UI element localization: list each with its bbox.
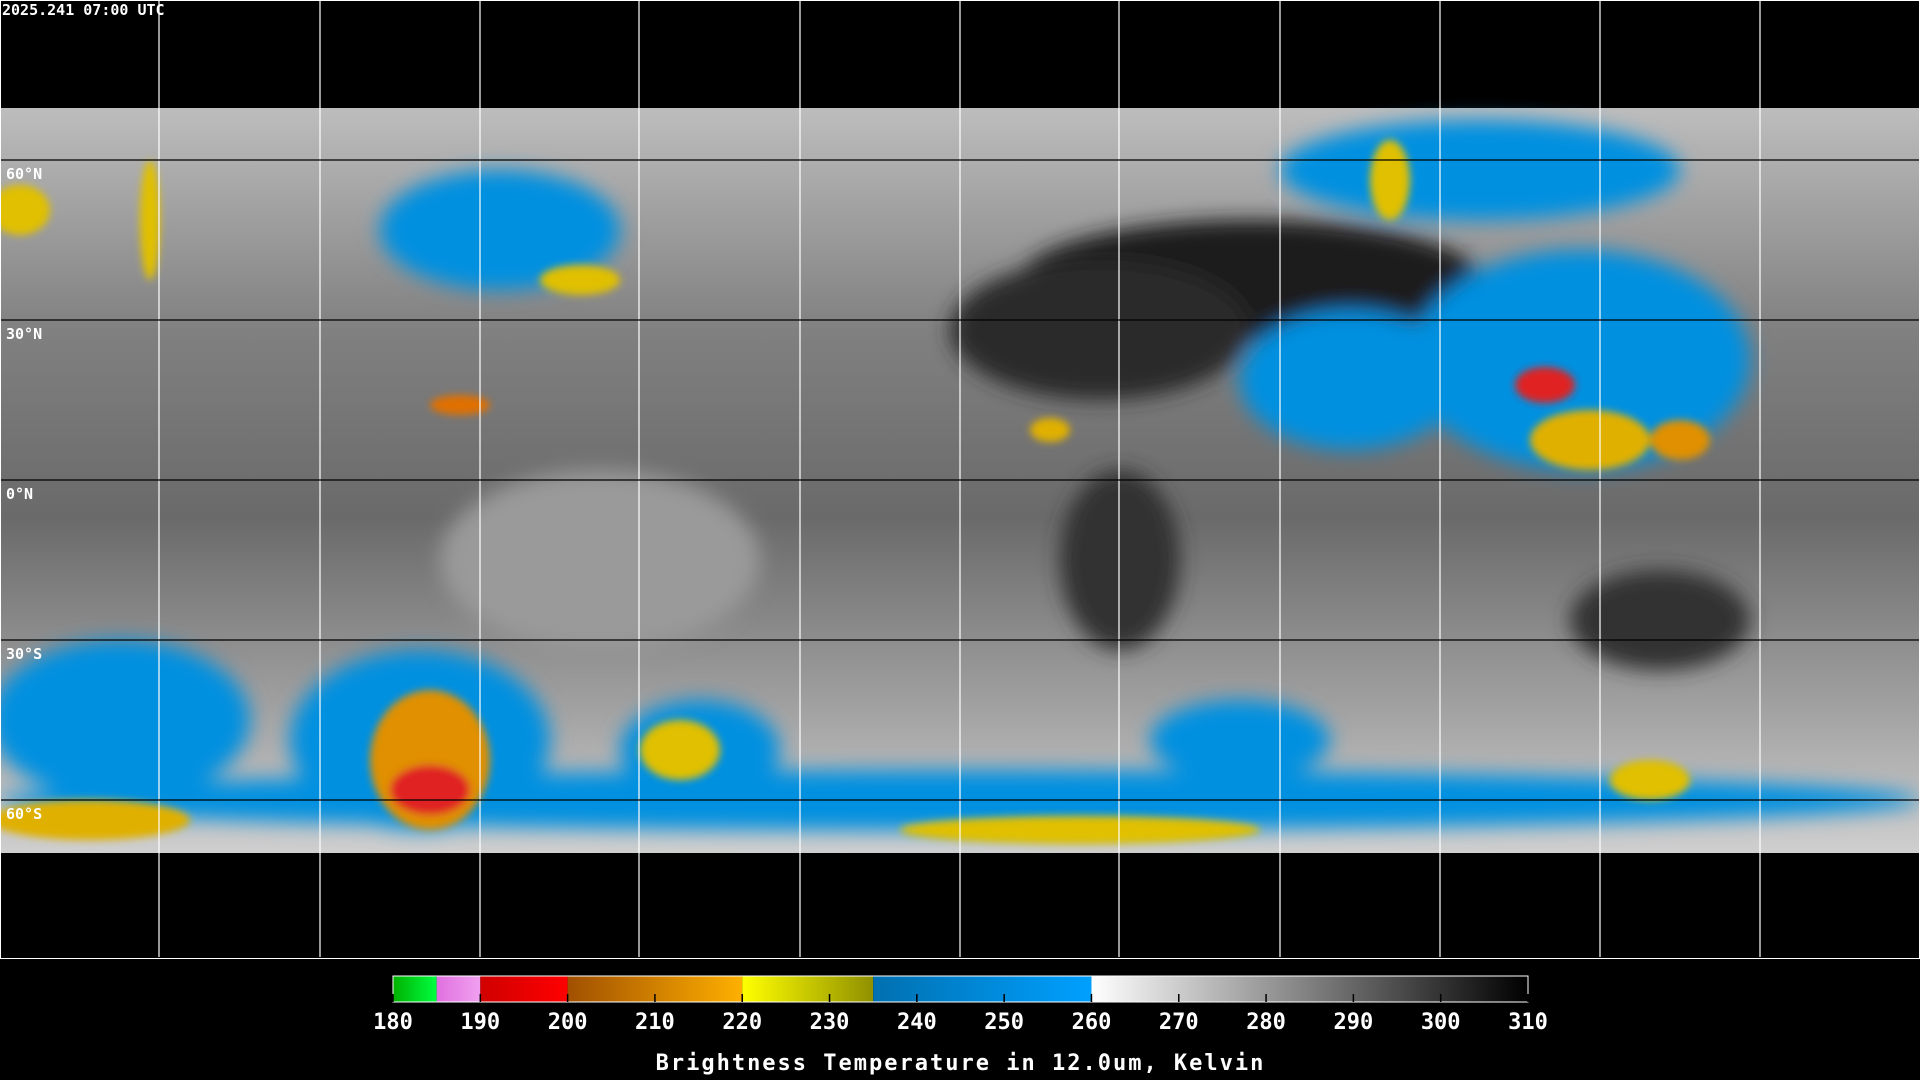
colorbar-segment: [436, 976, 481, 1002]
latitude-label: 0°N: [6, 485, 33, 503]
colorbar-tick-label: 270: [1159, 1010, 1199, 1035]
latitude-label: 30°N: [6, 325, 42, 343]
colorbar-segment: [1091, 976, 1528, 1002]
timestamp: 2025.241 07:00 UTC: [2, 1, 165, 19]
colorbar-tick-label: 260: [1072, 1010, 1112, 1035]
colorbar-tick-label: 300: [1421, 1010, 1461, 1035]
colorbar-tick-label: 200: [548, 1010, 588, 1035]
colorbar-tick-label: 280: [1246, 1010, 1286, 1035]
colorbar-segment: [873, 976, 1092, 1002]
colorbar-tick-label: 230: [810, 1010, 850, 1035]
colorbar-title: Brightness Temperature in 12.0um, Kelvin: [656, 1051, 1266, 1076]
colorbar-tick-label: 240: [897, 1010, 937, 1035]
colorbar-tick-label: 290: [1334, 1010, 1374, 1035]
colorbar-tick-label: 190: [460, 1010, 500, 1035]
colorbar-tick-label: 310: [1508, 1010, 1548, 1035]
colorbar-segment: [393, 976, 437, 1002]
colorbar-tick-label: 180: [373, 1010, 413, 1035]
colorbar-segment: [742, 976, 874, 1002]
latitude-label: 60°N: [6, 165, 42, 183]
latitude-label: 60°S: [6, 805, 42, 823]
latitude-label: 30°S: [6, 645, 42, 663]
colorbar-tick-label: 210: [635, 1010, 675, 1035]
colorbar-frame: [392, 975, 1529, 1003]
colorbar-segment: [480, 976, 568, 1002]
colorbar-tick-label: 250: [984, 1010, 1024, 1035]
graticule: 60°N 30°N 0°N 30°S 60°S: [6, 0, 1761, 957]
colorbar-tick-label: 220: [722, 1010, 762, 1035]
